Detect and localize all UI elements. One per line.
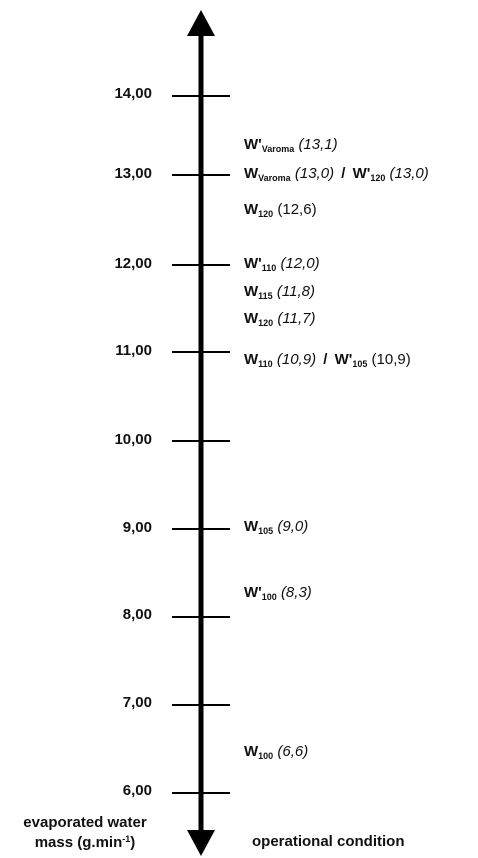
condition-label: W120 (11,7)	[244, 310, 316, 328]
condition-label: W'110 (12,0)	[244, 255, 320, 273]
down-arrow-icon	[187, 830, 215, 856]
tick-label: 8,00	[122, 606, 152, 623]
tick-label: 12,00	[114, 255, 152, 272]
axis-title-line2: mass (g.min-1)	[34, 834, 136, 851]
tick-label: 10,00	[114, 431, 152, 448]
condition-label: WVaroma (13,0) / W'120 (13,0)	[244, 165, 429, 183]
tick-label: 13,00	[114, 165, 152, 182]
axis-title-line1: evaporated water	[23, 814, 147, 831]
tick-label: 9,00	[122, 519, 152, 536]
condition-label: W'Varoma (13,1)	[244, 136, 338, 154]
condition-label: W'100 (8,3)	[244, 584, 312, 602]
condition-label: W110 (10,9) / W'105 (10,9)	[244, 351, 411, 369]
tick-label: 11,00	[115, 342, 152, 359]
condition-label: W120 (12,6)	[244, 201, 317, 219]
tick-label: 6,00	[122, 782, 152, 799]
up-arrow-icon	[187, 10, 215, 36]
tick-label: 7,00	[122, 694, 152, 711]
axis-title: evaporated water mass (g.min-1)	[0, 813, 170, 853]
tick-label: 14,00	[114, 85, 152, 102]
condition-label: W100 (6,6)	[244, 743, 309, 761]
operational-condition-title: operational condition	[252, 833, 405, 850]
condition-label: W105 (9,0)	[244, 518, 309, 536]
condition-label: W115 (11,8)	[244, 283, 315, 301]
